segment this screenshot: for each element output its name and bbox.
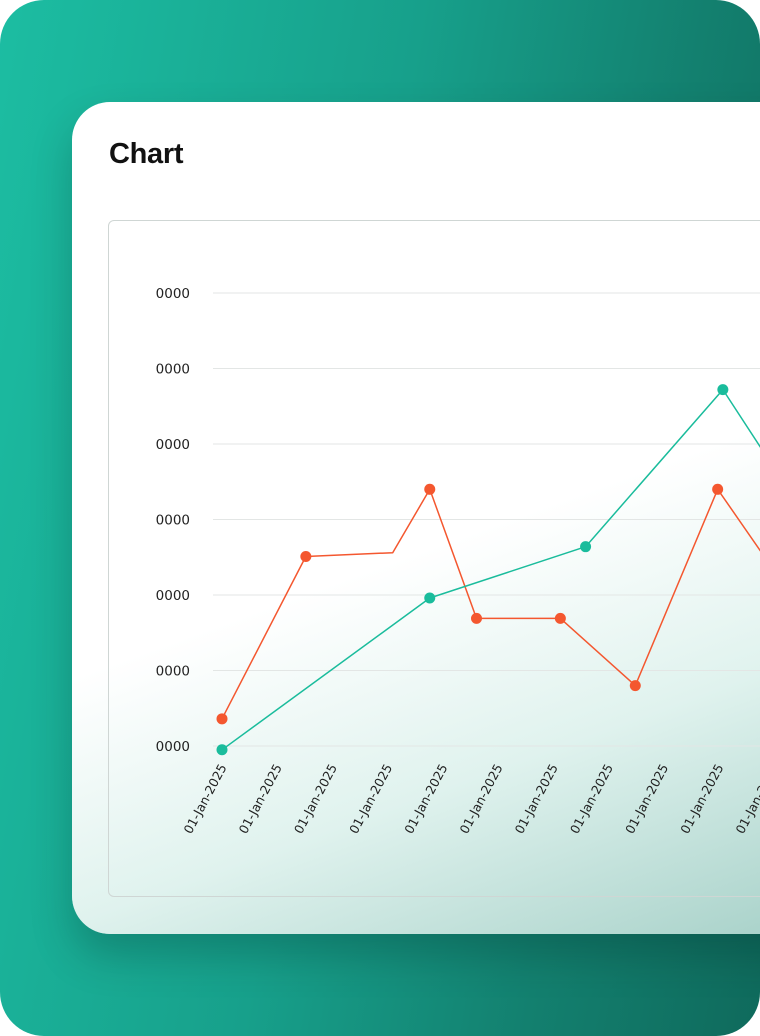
x-tick-label: 01-Jan-2025 — [236, 761, 285, 836]
y-tick-label: 0000 — [156, 664, 190, 680]
x-tick-label: 01-Jan-2025 — [346, 761, 395, 836]
card-title: Chart — [109, 138, 184, 170]
x-tick-label: 01-Jan-2025 — [567, 761, 616, 836]
data-point-2[interactable] — [424, 592, 436, 604]
y-axis-tick-labels: 0000 0000 0000 0000 0000 0000 0000 — [156, 286, 190, 755]
y-tick-label: 0000 — [156, 437, 190, 453]
x-tick-label: 01-Jan-2025 — [456, 761, 505, 836]
data-point-1[interactable] — [554, 612, 566, 624]
data-point-1[interactable] — [216, 713, 228, 725]
data-point-2[interactable] — [717, 384, 729, 396]
x-axis-tick-labels: 01-Jan-2025 01-Jan-2025 01-Jan-2025 01-Jan-… — [180, 761, 760, 836]
data-point-1[interactable] — [300, 550, 312, 562]
data-point-1[interactable] — [424, 483, 436, 495]
chart-container: 0000 0000 0000 0000 0000 0000 0000 01-Jan-2025… — [108, 220, 760, 897]
data-point-1[interactable] — [471, 612, 483, 624]
y-tick-label: 0000 — [156, 588, 190, 604]
data-point-2[interactable] — [216, 744, 228, 756]
x-tick-label: 01-Jan-2025 — [732, 761, 760, 836]
data-point-1[interactable] — [712, 483, 724, 495]
x-tick-label: 01-Jan-2025 — [291, 761, 340, 836]
series-line-2 — [221, 388, 760, 751]
x-tick-label: 01-Jan-2025 — [512, 761, 561, 836]
y-tick-label: 0000 — [156, 362, 190, 378]
data-point-2[interactable] — [580, 541, 592, 553]
data-point-1[interactable] — [629, 680, 641, 692]
y-tick-label: 0000 — [156, 739, 190, 755]
series-line-1 — [221, 488, 760, 720]
x-tick-label: 01-Jan-2025 — [622, 761, 671, 836]
card-gradient-overlay — [72, 102, 760, 934]
x-tick-label: 01-Jan-2025 — [401, 761, 450, 836]
grid-lines — [213, 292, 760, 747]
chart-card: Chart 0000 0000 0000 0000 0000 0000 0000 01-Ja… — [72, 102, 760, 934]
x-tick-label: 01-Jan-2025 — [180, 761, 229, 836]
y-tick-label: 0000 — [156, 286, 190, 302]
x-tick-label: 01-Jan-2025 — [677, 761, 726, 836]
series-markers — [216, 384, 729, 756]
y-tick-label: 0000 — [156, 513, 190, 529]
line-chart: 0000 0000 0000 0000 0000 0000 0000 01-Jan-2025… — [156, 286, 760, 836]
